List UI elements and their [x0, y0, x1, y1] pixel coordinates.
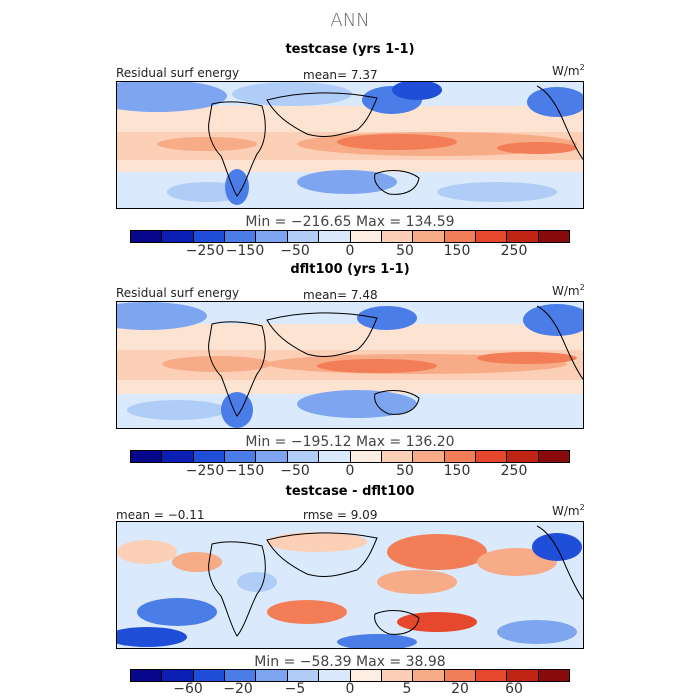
colorbar-segment [350, 451, 382, 462]
colorbar-segment [193, 451, 226, 462]
panel-2-colorbar-tick: 250 [500, 463, 528, 479]
panel-3-colorbar-tick: −60 [173, 681, 203, 697]
colorbar-segment [475, 670, 508, 681]
colorbar-segment [256, 670, 288, 681]
colorbar-segment [507, 670, 539, 681]
colorbar-segment [507, 451, 539, 462]
panel-1-colorbar-tick: −50 [280, 243, 310, 259]
panel-1-min-max: Min = −216.65 Max = 134.59 [245, 214, 455, 230]
colorbar-segment [444, 670, 476, 681]
panel-3-colorbar-tick: −20 [223, 681, 253, 697]
colorbar-segment [225, 231, 257, 242]
panel-3-mean-label: mean = −0.11 [116, 508, 205, 522]
panel-1-colorbar-tick: −150 [225, 243, 265, 259]
colorbar-segment [225, 670, 257, 681]
colorbar-segment [225, 451, 257, 462]
colorbar-segment [538, 451, 570, 462]
panel-1-colorbar-tick: 50 [396, 243, 414, 259]
colorbar-segment [538, 231, 570, 242]
panel-3-colorbar-tick: −5 [284, 681, 306, 697]
panel-1-variable-label: Residual surf energy [116, 66, 240, 80]
colorbar-segment [162, 231, 194, 242]
colorbar-segment [319, 231, 351, 242]
figure-title: ANN [330, 10, 370, 31]
colorbar-segment [319, 670, 351, 681]
panel-3-colorbar [130, 669, 570, 682]
colorbar-segment [131, 231, 163, 242]
colorbar-segment [162, 451, 194, 462]
panel-3-colorbar-tick: 0 [345, 681, 355, 697]
colorbar-segment [131, 670, 163, 681]
colorbar-segment [507, 231, 539, 242]
panel-2-min-max: Min = −195.12 Max = 136.20 [245, 434, 455, 450]
panel-1-colorbar [130, 230, 570, 243]
panel-3-units: W/m2 [552, 503, 585, 518]
panel-2-colorbar-tick: 150 [443, 463, 471, 479]
colorbar-segment [538, 670, 570, 681]
panel-2-colorbar-tick: −150 [225, 463, 265, 479]
colorbar-segment [413, 670, 445, 681]
panel-3-colorbar-tick: 5 [402, 681, 412, 697]
panel-2-title: dflt100 (yrs 1-1) [290, 262, 410, 277]
colorbar-segment [413, 231, 445, 242]
colorbar-segment [350, 231, 382, 242]
panel-3-min-max: Min = −58.39 Max = 38.98 [254, 654, 446, 670]
colorbar-segment [162, 670, 194, 681]
colorbar-segment [475, 451, 508, 462]
panel-2-colorbar-tick: −50 [280, 463, 310, 479]
panel-2-map [116, 301, 584, 429]
panel-2-variable-label: Residual surf energy [116, 286, 240, 300]
panel-2-mean-label: mean= 7.48 [303, 288, 378, 302]
panel-3-map [116, 521, 584, 649]
panel-3-colorbar-tick: 20 [451, 681, 469, 697]
panel-2-units: W/m2 [552, 283, 585, 298]
panel-1-mean-label: mean= 7.37 [303, 68, 378, 82]
colorbar-segment [381, 670, 414, 681]
colorbar-segment [413, 451, 445, 462]
panel-2-colorbar [130, 450, 570, 463]
panel-1-colorbar-tick: 150 [443, 243, 471, 259]
panel-3-rmse-label: rmse = 9.09 [303, 508, 378, 522]
panel-1-units: W/m2 [552, 63, 585, 78]
colorbar-segment [381, 451, 414, 462]
colorbar-segment [287, 670, 320, 681]
panel-2-colorbar-tick: 50 [396, 463, 414, 479]
colorbar-segment [256, 231, 288, 242]
colorbar-segment [475, 231, 508, 242]
panel-1-title: testcase (yrs 1-1) [285, 42, 415, 57]
panel-1-map [116, 81, 584, 209]
colorbar-segment [319, 451, 351, 462]
colorbar-segment [350, 670, 382, 681]
colorbar-segment [444, 231, 476, 242]
colorbar-segment [381, 231, 414, 242]
panel-3-title: testcase - dflt100 [285, 484, 415, 499]
panel-1-colorbar-tick: 250 [500, 243, 528, 259]
panel-3-colorbar-tick: 60 [505, 681, 523, 697]
colorbar-segment [131, 451, 163, 462]
colorbar-segment [287, 231, 320, 242]
colorbar-segment [444, 451, 476, 462]
panel-1-colorbar-tick: 0 [345, 243, 355, 259]
panel-2-colorbar-tick: 0 [345, 463, 355, 479]
colorbar-segment [193, 670, 226, 681]
panel-1-colorbar-tick: −250 [185, 243, 225, 259]
colorbar-segment [256, 451, 288, 462]
colorbar-segment [193, 231, 226, 242]
panel-2-colorbar-tick: −250 [185, 463, 225, 479]
colorbar-segment [287, 451, 320, 462]
